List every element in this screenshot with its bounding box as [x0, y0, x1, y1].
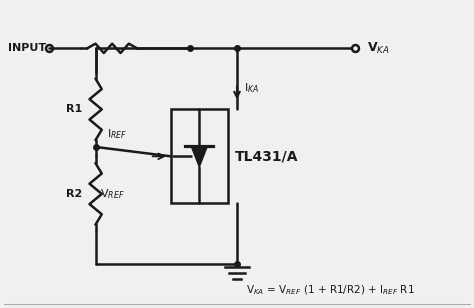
Text: INPUT: INPUT — [8, 43, 46, 53]
Polygon shape — [191, 146, 208, 167]
Text: I$_{KA}$: I$_{KA}$ — [244, 81, 259, 95]
Text: V$_{REF}$: V$_{REF}$ — [100, 187, 125, 201]
Bar — [171, 109, 228, 203]
Text: R1: R1 — [66, 104, 82, 114]
Text: I$_{REF}$: I$_{REF}$ — [108, 128, 128, 141]
Text: V$_{KA}$ = V$_{REF}$ (1 + R1/R2) + I$_{REF}$ R1: V$_{KA}$ = V$_{REF}$ (1 + R1/R2) + I$_{R… — [246, 283, 415, 297]
Text: TL431/A: TL431/A — [235, 149, 298, 163]
Text: V$_{KA}$: V$_{KA}$ — [366, 41, 390, 56]
Text: R2: R2 — [66, 189, 82, 199]
